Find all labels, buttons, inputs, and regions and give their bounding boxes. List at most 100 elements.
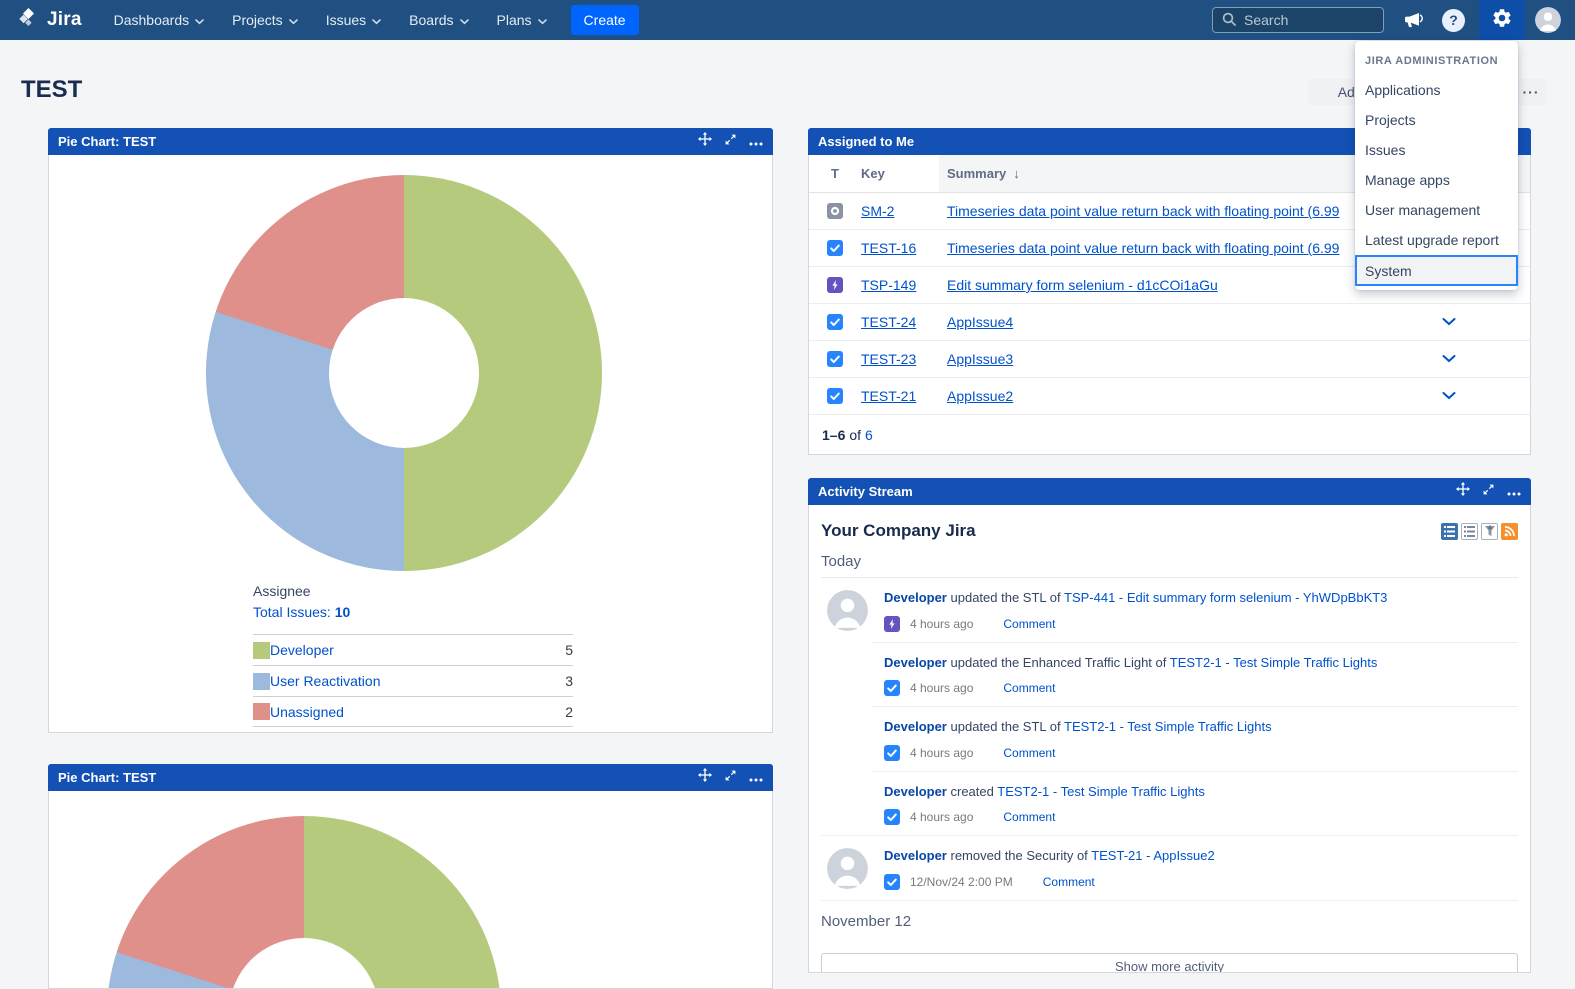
- gadget-header: Pie Chart: TEST: [48, 128, 773, 155]
- gadget-move-icon[interactable]: [698, 768, 712, 787]
- chevron-down-icon: [460, 12, 469, 28]
- issue-key-link[interactable]: SM-2: [861, 203, 939, 219]
- target-issue-link[interactable]: TEST2-1 - Test Simple Traffic Lights: [997, 784, 1205, 799]
- create-button[interactable]: Create: [571, 5, 639, 35]
- actor-link[interactable]: Developer: [884, 848, 947, 863]
- nav-projects[interactable]: Projects: [218, 0, 312, 40]
- assignee-donut-chart[interactable]: [206, 175, 602, 571]
- gadget-header: Pie Chart: TEST: [48, 764, 773, 791]
- pie-chart-gadget-2: Pie Chart: TEST: [48, 764, 773, 989]
- gadget-expand-icon[interactable]: [724, 769, 737, 787]
- help-icon[interactable]: ?: [1442, 9, 1465, 32]
- stream-list-view-icon[interactable]: [1461, 523, 1478, 540]
- column-type[interactable]: T: [809, 155, 861, 192]
- avatar[interactable]: [827, 848, 868, 889]
- actor-link[interactable]: Developer: [884, 655, 947, 670]
- actor-link[interactable]: Developer: [884, 719, 947, 734]
- user-avatar[interactable]: [1535, 7, 1561, 33]
- admin-menu-heading: JIRA ADMINISTRATION: [1355, 49, 1518, 75]
- legend-value: 5: [565, 642, 573, 658]
- nav-dashboards[interactable]: Dashboards: [100, 0, 219, 40]
- admin-menu-item-issues[interactable]: Issues: [1355, 135, 1518, 165]
- admin-menu-item-projects[interactable]: Projects: [1355, 105, 1518, 135]
- comment-link[interactable]: Comment: [1003, 810, 1055, 824]
- legend-group-label: Assignee: [253, 583, 573, 599]
- task-type-icon: [809, 240, 861, 256]
- comment-link[interactable]: Comment: [1043, 875, 1095, 889]
- gadget-menu-icon[interactable]: [1507, 483, 1521, 501]
- nav-boards[interactable]: Boards: [395, 0, 482, 40]
- target-issue-link[interactable]: TEST2-1 - Test Simple Traffic Lights: [1170, 655, 1378, 670]
- admin-menu-item-system[interactable]: System: [1355, 255, 1518, 286]
- actor-link[interactable]: Developer: [884, 784, 947, 799]
- issue-key-link[interactable]: TEST-24: [861, 314, 939, 330]
- legend-total[interactable]: Total Issues: 10: [253, 604, 573, 620]
- gadget-move-icon[interactable]: [1456, 482, 1470, 501]
- pagination-total-link[interactable]: 6: [865, 427, 873, 443]
- show-more-activity-button[interactable]: Show more activity: [821, 953, 1518, 973]
- row-actions-chevron-icon[interactable]: [1442, 392, 1456, 400]
- issue-key-link[interactable]: TEST-23: [861, 351, 939, 367]
- jira-logo[interactable]: Jira: [0, 6, 100, 35]
- row-actions-chevron-icon[interactable]: [1442, 318, 1456, 326]
- issue-key-link[interactable]: TEST-21: [861, 388, 939, 404]
- admin-menu-item-applications[interactable]: Applications: [1355, 75, 1518, 105]
- gadget-expand-icon[interactable]: [724, 133, 737, 151]
- legend-label[interactable]: Unassigned: [270, 704, 344, 720]
- nav-issues[interactable]: Issues: [312, 0, 395, 40]
- legend-label[interactable]: User Reactivation: [270, 673, 381, 689]
- admin-menu-item-user-management[interactable]: User management: [1355, 195, 1518, 225]
- gadget-move-icon[interactable]: [698, 132, 712, 151]
- timestamp: 4 hours ago: [910, 617, 973, 631]
- action-text: created: [951, 784, 994, 799]
- comment-link[interactable]: Comment: [1003, 617, 1055, 631]
- legend-swatch-user-reactivation: [253, 673, 270, 690]
- gadget-menu-icon[interactable]: [749, 133, 763, 151]
- announcements-icon[interactable]: [1401, 8, 1425, 32]
- top-nav: Jira Dashboards Projects Issues Boards P…: [0, 0, 1575, 40]
- row-actions-chevron-icon[interactable]: [1442, 355, 1456, 363]
- comment-link[interactable]: Comment: [1003, 681, 1055, 695]
- target-issue-link[interactable]: TEST-21 - AppIssue2: [1091, 848, 1215, 863]
- dashboard-more-button[interactable]: ···: [1516, 79, 1546, 105]
- table-row: TEST-24 AppIssue4: [809, 304, 1530, 341]
- issue-key-link[interactable]: TSP-149: [861, 277, 939, 293]
- avatar[interactable]: [827, 590, 868, 631]
- chevron-down-icon: [289, 12, 298, 28]
- admin-gear-button[interactable]: [1479, 0, 1525, 40]
- nav-plans[interactable]: Plans: [483, 0, 561, 40]
- task-type-icon: [884, 809, 900, 825]
- activity-item: Developer updated the STL of TSP-441 - E…: [821, 578, 1518, 642]
- issue-summary-link[interactable]: AppIssue3: [939, 351, 1434, 367]
- stream-full-view-icon[interactable]: [1441, 523, 1458, 540]
- target-issue-link[interactable]: TEST2-1 - Test Simple Traffic Lights: [1064, 719, 1272, 734]
- comment-link[interactable]: Comment: [1003, 746, 1055, 760]
- gadget-title: Pie Chart: TEST: [58, 134, 156, 149]
- admin-menu-item-latest-upgrade-report[interactable]: Latest upgrade report: [1355, 225, 1518, 255]
- admin-menu-item-manage-apps[interactable]: Manage apps: [1355, 165, 1518, 195]
- legend-label[interactable]: Developer: [270, 642, 334, 658]
- gadget-header: Activity Stream: [808, 478, 1531, 505]
- issue-summary-link[interactable]: AppIssue2: [939, 388, 1434, 404]
- gear-icon: [1491, 7, 1513, 34]
- stream-filter-icon[interactable]: [1481, 523, 1498, 540]
- bolt-type-icon: [884, 616, 900, 632]
- pagination-range: 1–6: [822, 427, 845, 443]
- bolt-type-icon: [809, 277, 861, 293]
- issue-summary-link[interactable]: AppIssue4: [939, 314, 1434, 330]
- activity-stream-gadget: Activity Stream Your Company Jira: [808, 478, 1531, 973]
- actor-link[interactable]: Developer: [884, 590, 947, 605]
- target-issue-link[interactable]: TSP-441 - Edit summary form selenium - Y…: [1064, 590, 1387, 605]
- gadget-title: Activity Stream: [818, 484, 913, 499]
- jira-administration-menu: JIRA ADMINISTRATION Applications Project…: [1355, 41, 1518, 290]
- gadget-menu-icon[interactable]: [749, 769, 763, 787]
- rss-icon[interactable]: [1501, 523, 1518, 540]
- legend-swatch-developer: [253, 642, 270, 659]
- column-key[interactable]: Key: [861, 155, 939, 192]
- jira-mark-icon: [16, 6, 40, 35]
- search-input[interactable]: Search: [1212, 7, 1384, 33]
- assignee-donut-chart[interactable]: [107, 816, 501, 989]
- issue-key-link[interactable]: TEST-16: [861, 240, 939, 256]
- gadget-expand-icon[interactable]: [1482, 483, 1495, 501]
- activity-item: Developer removed the Security of TEST-2…: [821, 836, 1518, 900]
